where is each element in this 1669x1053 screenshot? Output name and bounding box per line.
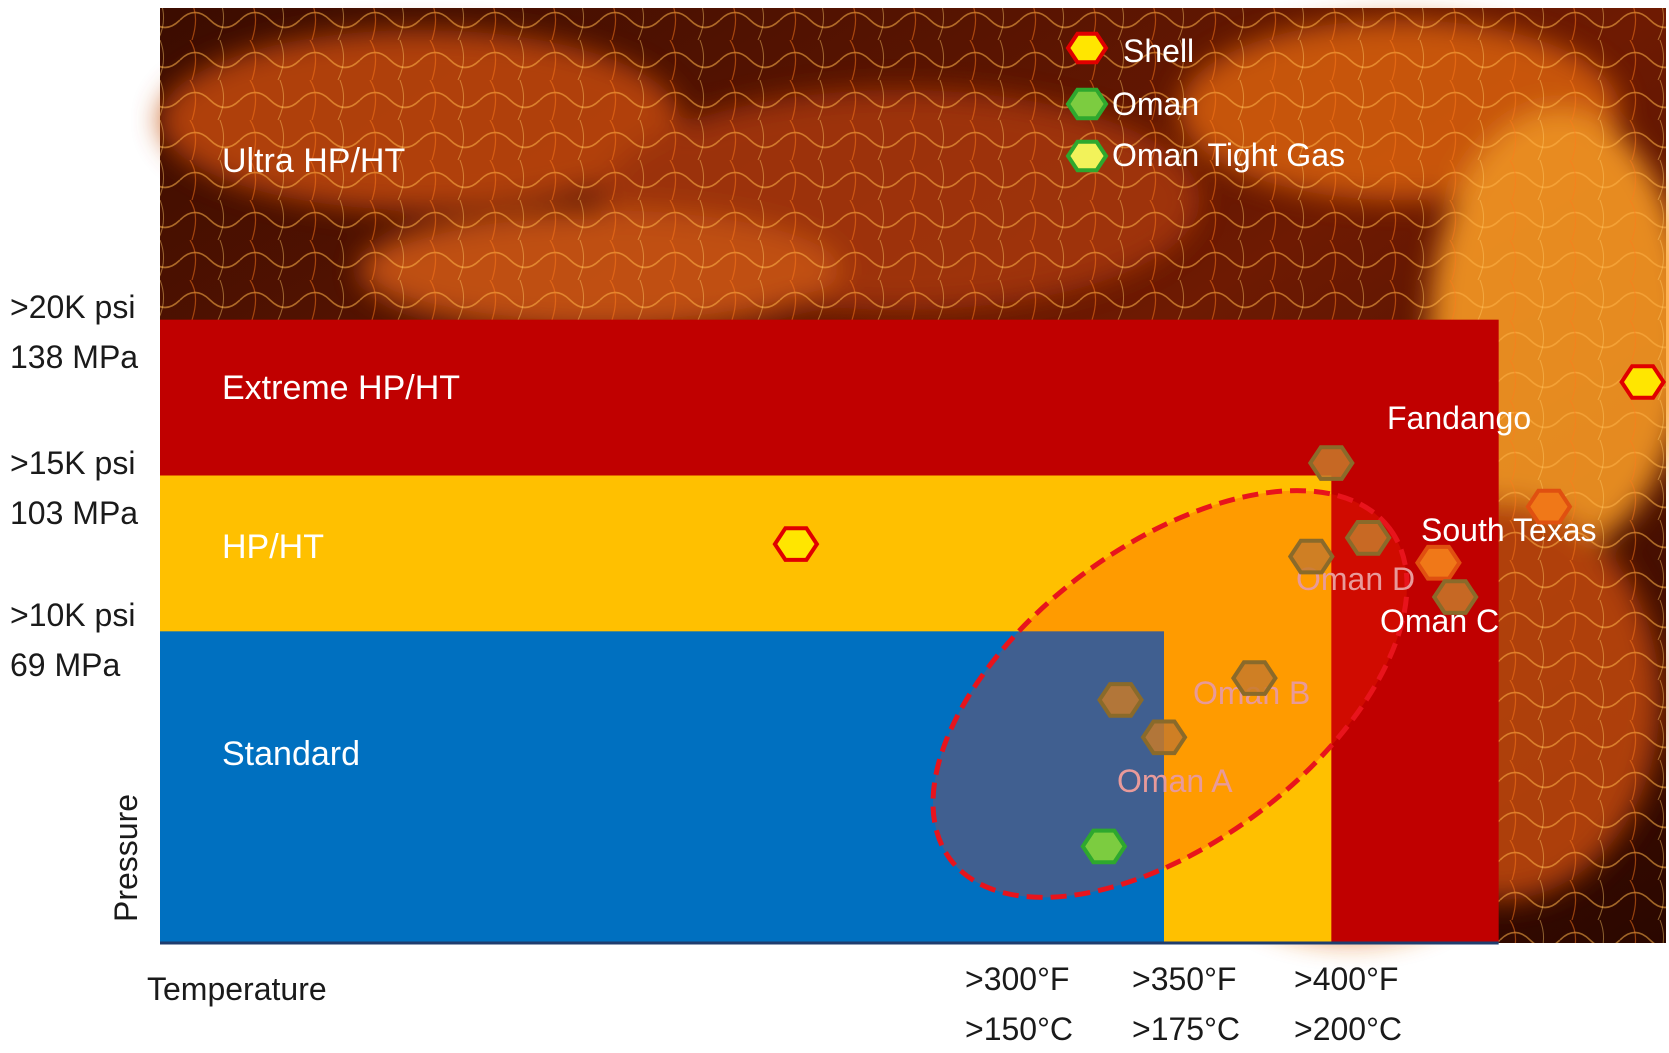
temp-tick-c-175: >175°C [1132,1011,1240,1047]
x-axis-label: Temperature [147,971,327,1007]
legend-label-shell: Shell [1123,33,1194,69]
temp-tick-c-200: >200°C [1294,1011,1402,1047]
data-point-oman-tight-gas-1 [1143,722,1185,754]
data-point-oman-tight-gas-5 [1347,522,1389,554]
annotation-south-texas: South Texas [1421,512,1597,548]
data-point-oman-tight-gas-2 [1233,662,1275,694]
temp-tick-f-300: >300°F [965,961,1069,997]
legend-swatch-oman [1068,90,1106,119]
data-point-oman-tight-gas-4 [1310,447,1352,479]
y-axis-label: Pressure [108,794,144,922]
data-point-shell-1 [1417,547,1459,579]
legend-label-oman: Oman [1112,86,1199,122]
data-point-oman-tight-gas-6 [1434,581,1476,613]
temp-tick-f-400: >400°F [1294,961,1398,997]
pressure-tick-psi-20k: >20K psi [10,289,135,325]
pressure-tick-mpa-138: 138 MPa [10,339,138,375]
annotation-fandango: Fandango [1387,400,1531,436]
zone-label-standard: Standard [222,735,360,773]
zone-label-ultra: Ultra HP/HT [222,142,405,180]
data-point-shell-2 [1528,491,1570,523]
temp-tick-c-150: >150°C [965,1011,1073,1047]
legend-swatch-shell [1068,34,1106,63]
pressure-tick-mpa-69: 69 MPa [10,647,120,683]
pressure-tick-mpa-103: 103 MPa [10,495,138,531]
zone-label-extreme: Extreme HP/HT [222,369,460,407]
temp-tick-f-350: >350°F [1132,961,1236,997]
data-point-oman-tight-gas-3 [1290,541,1332,573]
data-point-shell-0 [775,528,817,560]
pressure-tick-psi-10k: >10K psi [10,597,135,633]
annotation-oman-a: Oman A [1117,763,1233,799]
pressure-tick-psi-15k: >15K psi [10,445,135,481]
data-point-shell-3 [1622,366,1664,398]
legend-label-oman-tight-gas: Oman Tight Gas [1112,137,1345,173]
zone-label-hpht: HP/HT [222,528,324,566]
legend-swatch-oman-tight-gas [1068,142,1106,171]
data-point-oman-0 [1083,831,1125,863]
data-point-oman-tight-gas-0 [1100,684,1142,716]
